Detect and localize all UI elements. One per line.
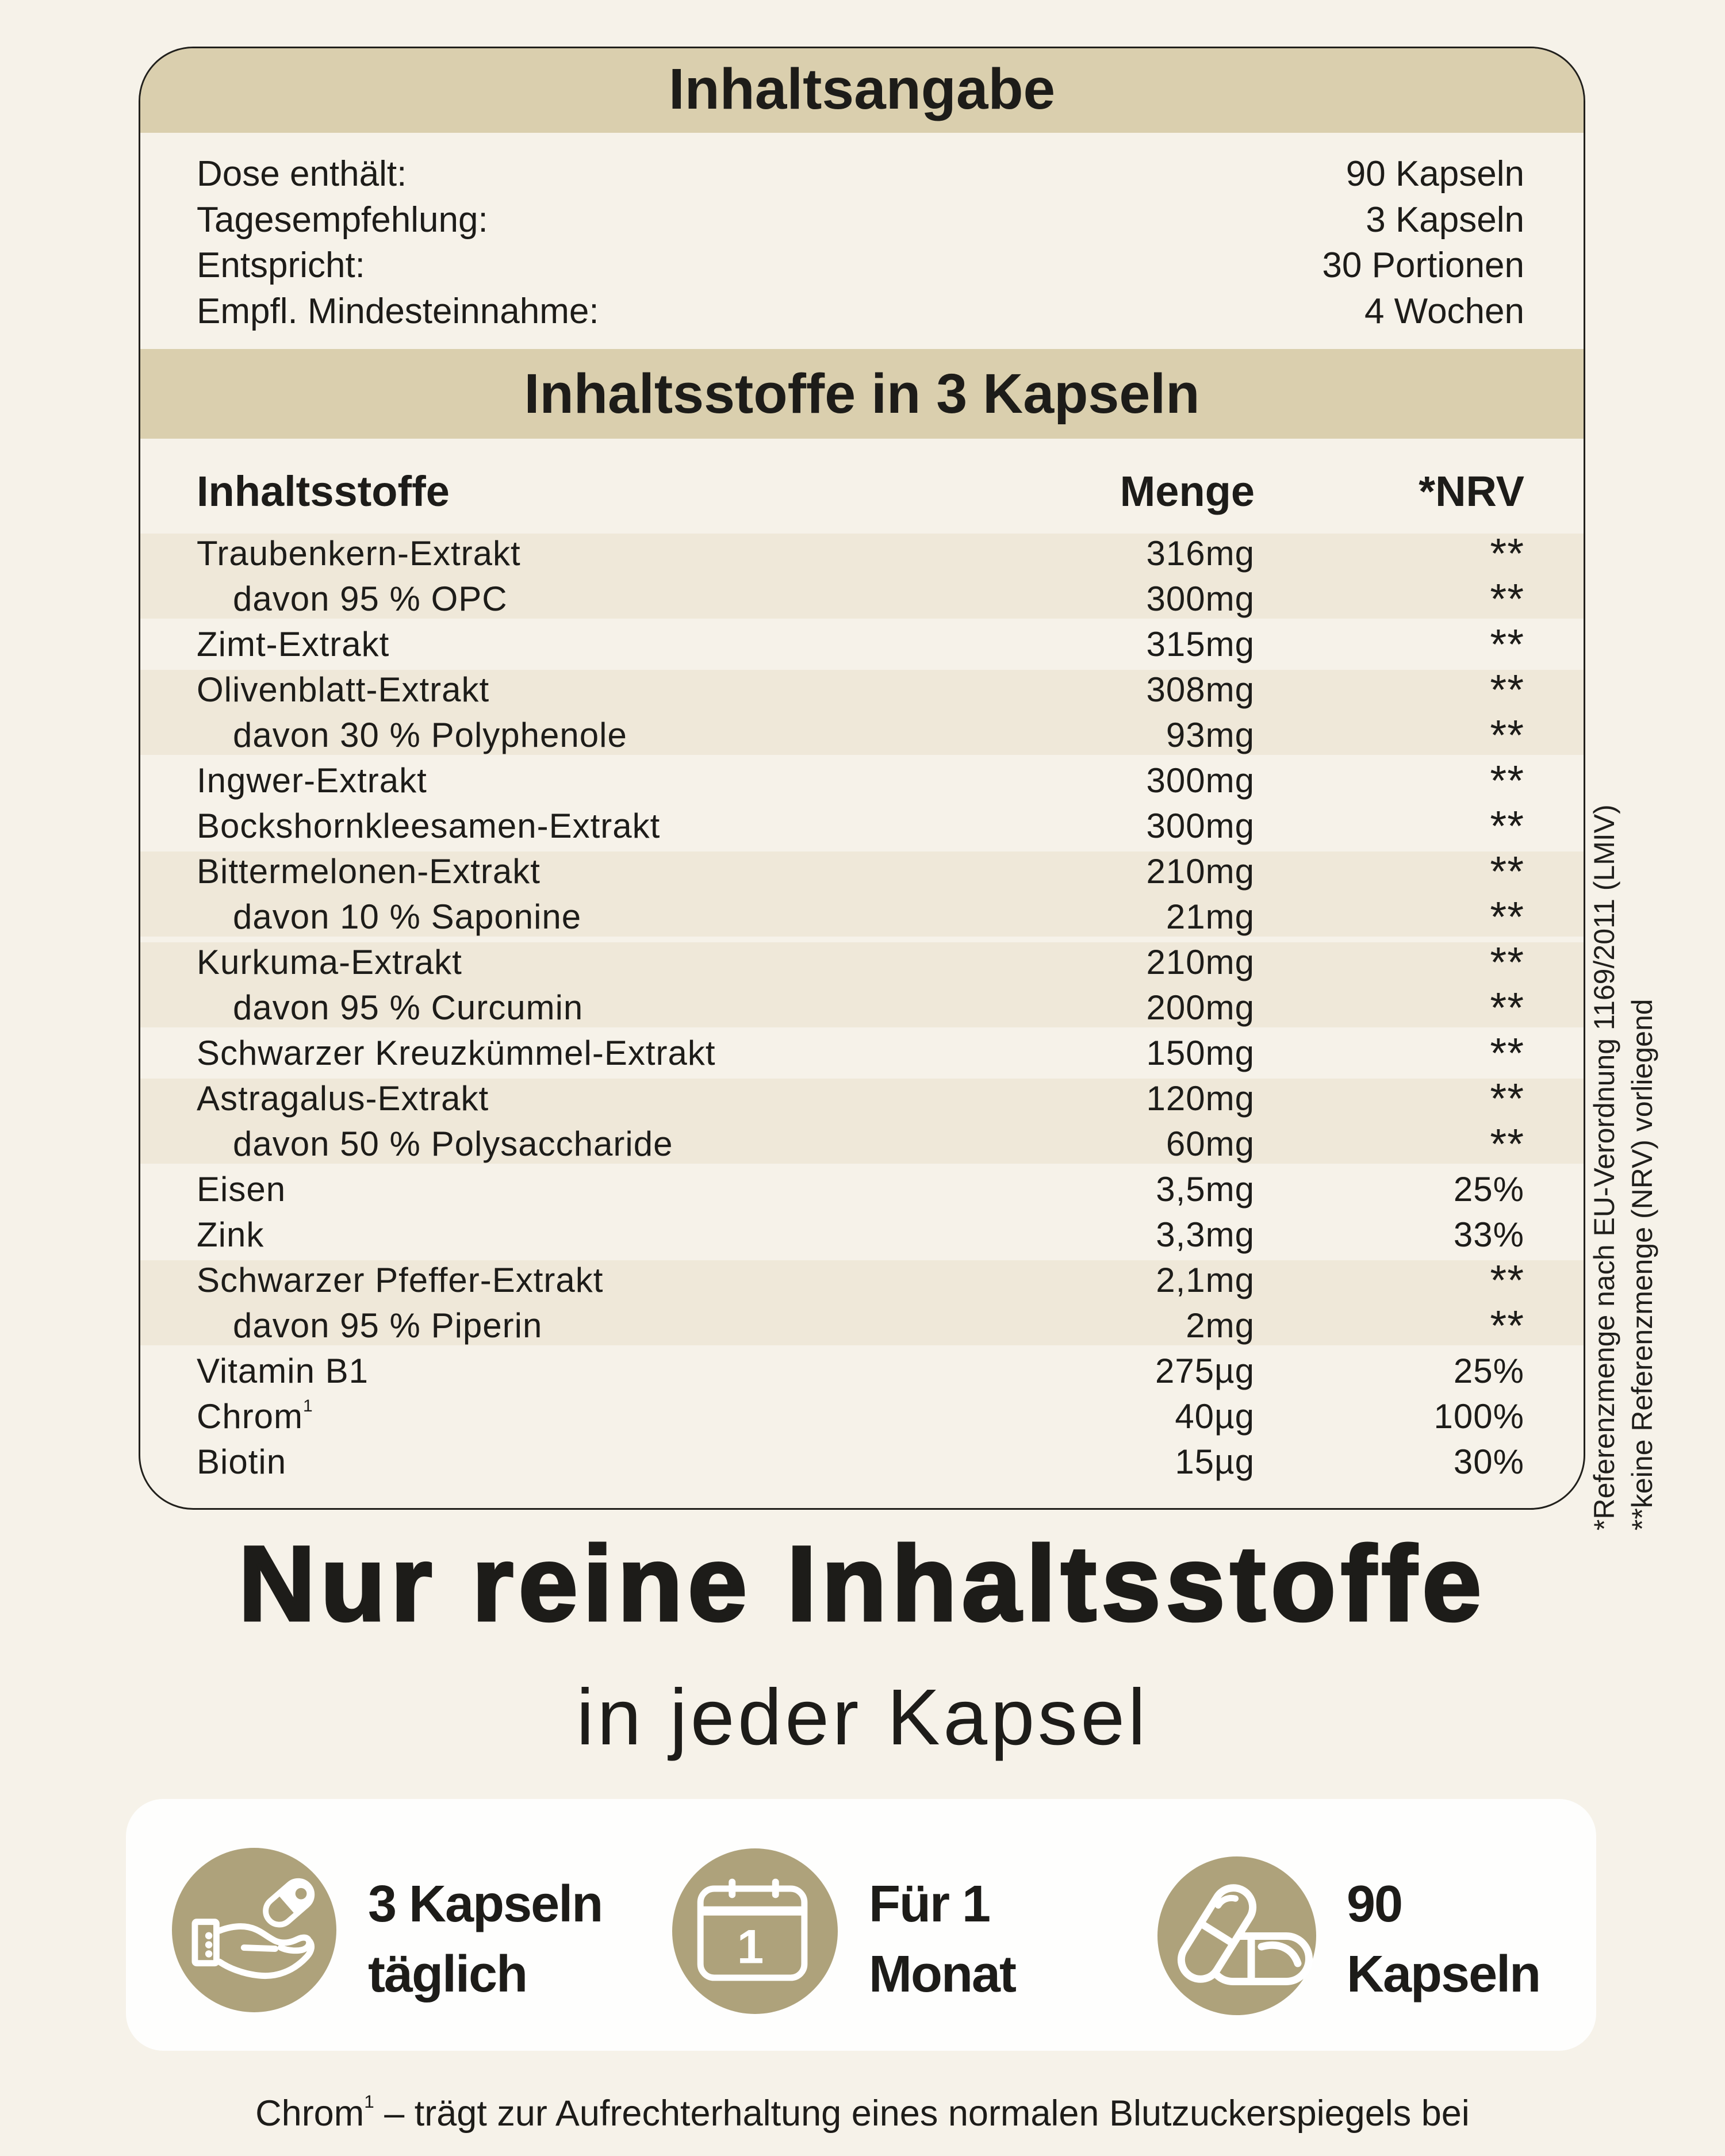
svg-text:1: 1 — [737, 1920, 764, 1974]
